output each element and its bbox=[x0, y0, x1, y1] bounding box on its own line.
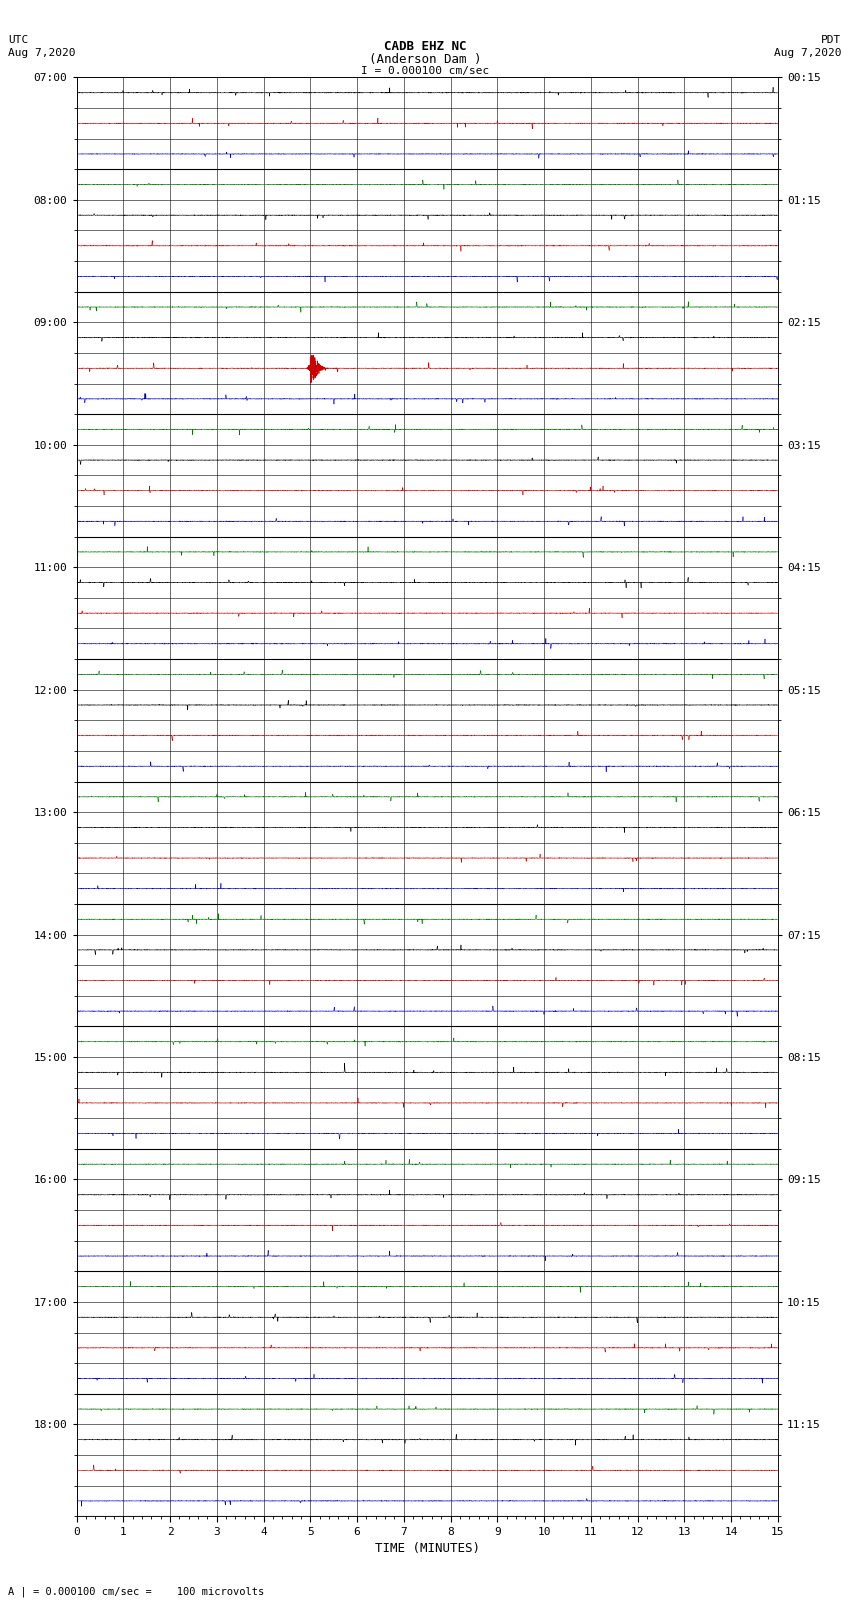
Text: UTC: UTC bbox=[8, 35, 29, 45]
Text: I = 0.000100 cm/sec: I = 0.000100 cm/sec bbox=[361, 66, 489, 76]
X-axis label: TIME (MINUTES): TIME (MINUTES) bbox=[375, 1542, 479, 1555]
Text: (Anderson Dam ): (Anderson Dam ) bbox=[369, 53, 481, 66]
Text: CADB EHZ NC: CADB EHZ NC bbox=[383, 40, 467, 53]
Text: Aug 7,2020: Aug 7,2020 bbox=[774, 48, 842, 58]
Text: A | = 0.000100 cm/sec =    100 microvolts: A | = 0.000100 cm/sec = 100 microvolts bbox=[8, 1586, 264, 1597]
Text: PDT: PDT bbox=[821, 35, 842, 45]
Text: Aug 7,2020: Aug 7,2020 bbox=[8, 48, 76, 58]
